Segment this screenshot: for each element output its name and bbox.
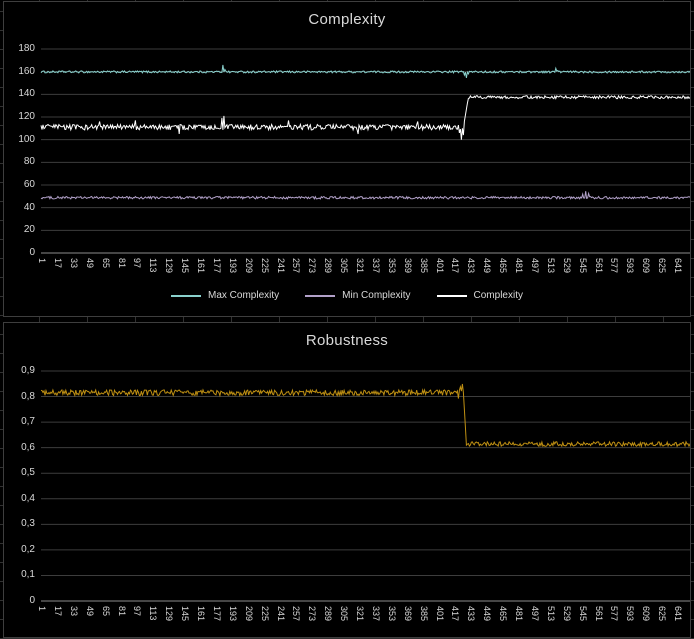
y-axis-tick-label: 100 xyxy=(18,133,35,145)
y-axis-tick-label: 0 xyxy=(29,247,35,258)
legend-line-swatch xyxy=(171,294,202,297)
robustness-chart[interactable]: Robustness 0 0,1 0,2 0,3 0,4 0,5 0,6 0,7 0,8 0,9 1… xyxy=(3,322,691,638)
y-axis-tick-label: 140 xyxy=(18,88,35,100)
legend-item-max-complexity[interactable]: Max Complexity xyxy=(171,290,279,301)
legend-label: Complexity xyxy=(473,290,523,301)
y-axis-tick-label: 160 xyxy=(18,65,35,77)
y-axis-tick-label: 80 xyxy=(23,156,35,168)
legend-line-swatch xyxy=(436,294,467,297)
complexity-chart[interactable]: Complexity 0 20 40 60 80 100 120 140 160 180 1 17 33… xyxy=(3,1,691,317)
series-line-min-complexity[interactable] xyxy=(40,191,690,200)
y-axis-tick-label: 0 xyxy=(29,595,35,606)
chart-legend[interactable]: Max Complexity Min Complexity Complexity xyxy=(4,290,690,301)
y-axis-tick-label: 0,8 xyxy=(21,390,35,402)
series-line-complexity[interactable] xyxy=(40,94,690,140)
series-line-robustness[interactable] xyxy=(40,383,690,449)
y-axis-tick-label: 0,3 xyxy=(21,518,35,530)
series-line-max-complexity[interactable] xyxy=(40,64,690,78)
y-axis-tick-label: 60 xyxy=(23,179,35,190)
y-axis-tick-label: 180 xyxy=(18,43,35,54)
y-axis-tick-label: 40 xyxy=(23,201,35,213)
legend-item-min-complexity[interactable]: Min Complexity xyxy=(305,290,411,301)
y-axis-tick-label: 0,2 xyxy=(21,543,35,555)
chart-title: Robustness xyxy=(305,332,389,349)
legend-label: Max Complexity xyxy=(208,290,280,301)
y-axis-tick-label: 0,5 xyxy=(21,467,35,479)
plot-canvas xyxy=(40,370,690,602)
y-axis-tick-label: 0,1 xyxy=(21,569,35,581)
legend-item-complexity[interactable]: Complexity xyxy=(436,290,523,301)
y-axis-tick-label: 0,4 xyxy=(21,492,35,504)
y-axis-tick-label: 0,7 xyxy=(21,416,35,428)
y-axis-tick-label: 0,6 xyxy=(21,441,35,453)
legend-label: Min Complexity xyxy=(342,290,411,301)
y-axis-tick-label: 20 xyxy=(23,224,35,236)
legend-line-swatch xyxy=(305,294,336,297)
y-axis-tick-label: 120 xyxy=(18,111,35,122)
plot-canvas xyxy=(40,48,690,254)
chart-title: Complexity xyxy=(308,11,386,28)
y-axis-tick-label: 0,9 xyxy=(21,365,35,376)
